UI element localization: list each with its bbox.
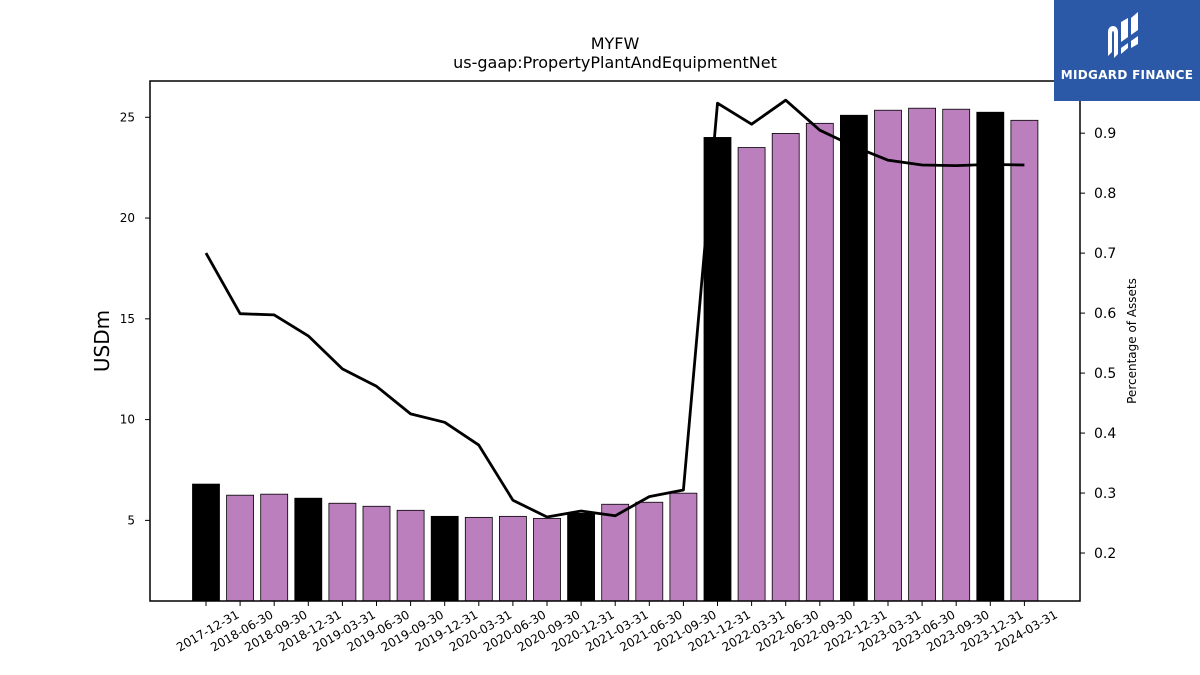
- y2-tick-label: 0.8: [1094, 186, 1116, 202]
- bar: [226, 494, 255, 602]
- y-axis-label: USDm: [90, 310, 114, 372]
- bar: [464, 516, 493, 602]
- bar: [669, 492, 698, 602]
- y2-tick-label: 0.9: [1094, 126, 1116, 142]
- right-y-axis: 0.2 0.3 0.4 0.5 0.6 0.7 0.8 0.9: [1080, 126, 1116, 562]
- line-group: [204, 98, 1025, 519]
- y-tick-label: 25: [120, 110, 135, 124]
- y-tick-label: 20: [120, 211, 135, 225]
- logo-mark-icon: [1108, 12, 1138, 58]
- y2-tick-label: 0.4: [1094, 426, 1116, 442]
- bar: [430, 515, 459, 602]
- y-tick-label: 5: [127, 513, 135, 527]
- y2-tick-label: 0.3: [1094, 486, 1116, 502]
- bar: [976, 111, 1005, 602]
- ratio-line: [204, 98, 1025, 519]
- x-axis: 2017-12-312018-06-302018-09-302018-12-31…: [174, 601, 1060, 654]
- bar: [908, 107, 936, 602]
- bar: [192, 483, 220, 602]
- bar: [737, 147, 766, 602]
- midgard-finance-logo: MIDGARD FINANCE: [1054, 0, 1200, 101]
- bar: [567, 512, 595, 602]
- bar: [498, 515, 527, 602]
- bar: [362, 505, 391, 602]
- chart-subtitle: us-gaap:PropertyPlantAndEquipmentNet: [453, 53, 777, 72]
- bar: [294, 497, 323, 602]
- bar: [533, 517, 561, 602]
- bar: [1010, 119, 1039, 602]
- bar: [396, 509, 425, 602]
- bars-group: [192, 107, 1039, 602]
- y2-tick-label: 0.6: [1094, 306, 1116, 322]
- y2-tick-label: 0.7: [1094, 246, 1116, 262]
- bar: [805, 122, 834, 602]
- bar: [635, 501, 664, 602]
- y-tick-label: 10: [120, 413, 135, 427]
- bar: [840, 114, 868, 602]
- y2-tick-label: 0.2: [1094, 546, 1116, 562]
- logo-text: MIDGARD FINANCE: [1060, 68, 1194, 82]
- bar: [942, 108, 971, 602]
- bar: [601, 503, 630, 602]
- chart-title: MYFW: [591, 34, 640, 53]
- bar: [874, 109, 902, 602]
- y2-axis-label: Percentage of Assets: [1125, 278, 1139, 404]
- bar: [771, 133, 800, 602]
- bar: [260, 493, 289, 602]
- y2-tick-label: 0.5: [1094, 366, 1116, 382]
- bar: [328, 502, 357, 602]
- y-tick-label: 15: [120, 312, 135, 326]
- left-y-axis: 5 10 15 20 25: [120, 110, 150, 527]
